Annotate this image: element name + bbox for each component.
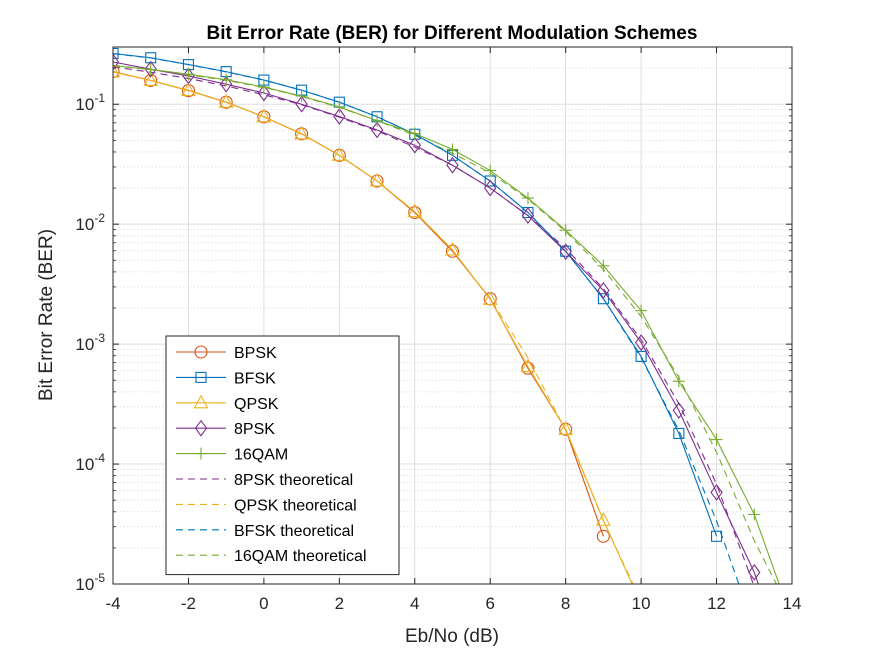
- marker-triangle: [558, 421, 574, 435]
- marker-circle: [408, 205, 422, 220]
- marker-triangle: [256, 108, 272, 123]
- legend-label: QPSK: [234, 396, 279, 413]
- marker-triangle: [407, 203, 423, 218]
- marker-circle: [113, 65, 120, 79]
- marker-diamond: [333, 108, 346, 125]
- marker-triangle: [193, 394, 209, 409]
- marker-square: [673, 427, 685, 439]
- marker-diamond: [194, 419, 208, 437]
- legend-entry: 16QAM: [176, 447, 288, 464]
- x-tick-label: 14: [783, 594, 802, 613]
- marker-square: [145, 52, 157, 64]
- marker-diamond: [446, 156, 459, 174]
- y-axis: 10-5 10-4 10-3 10-2 10-1: [75, 67, 792, 594]
- x-axis: -4 -2 0 2 4 6 8 10 12 14: [105, 47, 801, 613]
- x-tick-label: 6: [485, 594, 494, 613]
- marker-circle: [194, 345, 208, 359]
- legend-label: BFSK theoretical: [234, 523, 354, 540]
- series-line: [113, 66, 754, 584]
- x-tick-label: -2: [181, 594, 196, 613]
- y-tick-label: 10-2: [75, 211, 105, 234]
- legend-label: BPSK: [234, 345, 277, 362]
- legend: BPSK BFSK QPSK 8PSK 16QAM 8PSK theoretical QPS…: [165, 335, 400, 576]
- marker-diamond: [219, 75, 233, 93]
- legend-entry: QPSK: [176, 394, 279, 413]
- legend-box: [165, 335, 400, 576]
- y-tick-label: 10-4: [75, 451, 105, 474]
- legend-entry: QPSK theoretical: [176, 497, 357, 514]
- marker-triangle: [294, 125, 310, 140]
- x-axis-label: Eb/No (dB): [405, 626, 499, 647]
- marker-square: [635, 350, 647, 362]
- legend-entry: 16QAM theoretical: [176, 548, 367, 565]
- x-tick-label: 10: [632, 594, 651, 613]
- marker-diamond: [521, 207, 535, 224]
- series-line: [113, 71, 633, 584]
- y-axis-label: Bit Error Rate (BER): [36, 229, 57, 401]
- legend-entry: BFSK theoretical: [176, 523, 354, 540]
- marker-circle: [596, 529, 610, 543]
- legend-entry: BFSK: [176, 370, 276, 387]
- legend-label: QPSK theoretical: [234, 497, 357, 514]
- marker-square: [597, 293, 609, 305]
- series-16qam: [113, 59, 780, 584]
- marker-square: [113, 47, 119, 60]
- marker-diamond: [113, 53, 120, 71]
- legend-label: 16QAM theoretical: [234, 548, 367, 565]
- plot-border: [112, 46, 793, 585]
- legend-label: 8PSK theoretical: [234, 472, 353, 489]
- marker-triangle: [218, 94, 234, 108]
- x-tick-label: 2: [335, 594, 344, 613]
- marker-triangle: [520, 358, 536, 373]
- marker-diamond: [144, 60, 157, 78]
- marker-triangle: [181, 82, 196, 97]
- marker-triangle: [143, 72, 159, 86]
- legend-label: BFSK: [234, 370, 276, 387]
- x-tick-label: 12: [707, 594, 726, 613]
- series-qpsk: [113, 63, 633, 584]
- x-tick-label: -4: [105, 594, 120, 613]
- series-layer: [113, 47, 780, 584]
- marker-diamond: [257, 84, 271, 102]
- x-tick-label: 8: [561, 594, 570, 613]
- x-tick-label: 4: [410, 594, 419, 613]
- y-tick-label: 10-3: [75, 331, 105, 354]
- marker-square: [711, 530, 723, 542]
- y-tick-label: 10-5: [75, 571, 105, 594]
- legend-entry: 8PSK: [176, 419, 275, 438]
- marker-diamond: [408, 136, 421, 154]
- marker-triangle: [113, 63, 121, 78]
- marker-diamond: [597, 282, 610, 299]
- marker-diamond: [559, 243, 572, 261]
- marker-diamond: [710, 484, 723, 501]
- marker-circle: [521, 361, 535, 375]
- legend-label: 16QAM: [234, 447, 288, 464]
- chart-title: Bit Error Rate (BER) for Different Modul…: [207, 23, 698, 44]
- x-tick-label: 0: [259, 594, 268, 613]
- series-8psk-theoretical: [113, 66, 754, 584]
- marker-diamond: [484, 179, 497, 197]
- marker-triangle: [482, 291, 498, 305]
- marker-triangle: [445, 241, 460, 256]
- marker-triangle: [331, 147, 347, 161]
- legend-entry: BPSK: [176, 345, 277, 362]
- marker-diamond: [748, 563, 761, 581]
- y-tick-label: 10-1: [75, 91, 105, 114]
- marker-diamond: [295, 95, 308, 113]
- marker-diamond: [370, 121, 384, 139]
- marker-triangle: [369, 172, 385, 187]
- marker-triangle: [595, 512, 611, 526]
- marker-diamond: [634, 334, 648, 352]
- marker-square: [195, 371, 207, 383]
- legend-entry: 8PSK theoretical: [176, 472, 353, 489]
- legend-label: 8PSK: [234, 421, 275, 438]
- marker-circle: [445, 244, 460, 258]
- marker-diamond: [672, 401, 686, 419]
